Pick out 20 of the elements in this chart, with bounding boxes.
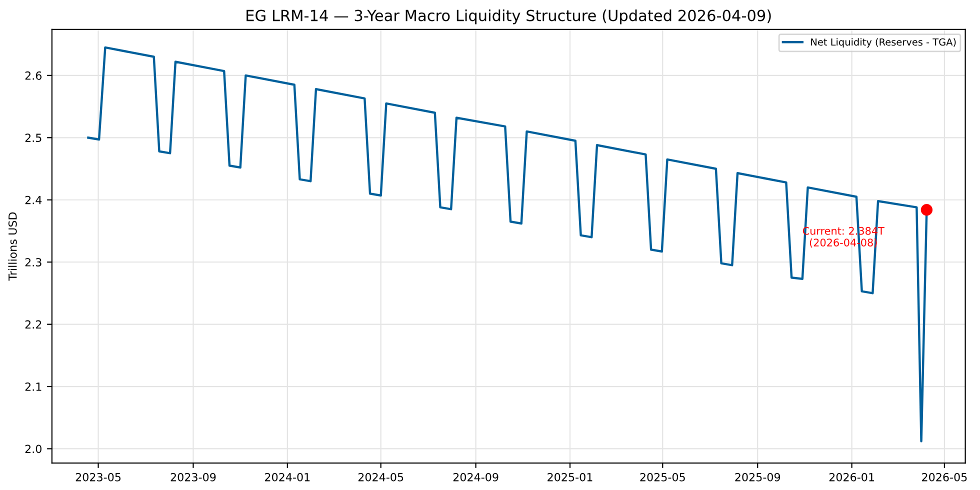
x-tick-label: 2026-01 (829, 472, 874, 482)
y-tick-label: 2.3 (25, 258, 42, 266)
x-tick-label: 2023-05 (76, 472, 121, 482)
x-tick-label: 2025-05 (640, 472, 685, 482)
y-tick-label: 2.4 (25, 196, 42, 204)
x-tick-label: 2025-01 (548, 472, 592, 482)
y-tick-label: 2.0 (25, 444, 42, 454)
y-tick-label: 2.1 (25, 382, 42, 391)
x-tick-label: 2023-09 (170, 472, 216, 482)
x-tick-label: 2024-05 (358, 472, 404, 482)
x-tick-label: 2025-09 (735, 472, 780, 482)
x-tick-label: 2026-05 (922, 472, 967, 482)
y-tick-label: 2.6 (25, 71, 42, 80)
x-tick-label: 2024-09 (453, 472, 498, 482)
y-axis-title: Trillions USD (8, 212, 17, 281)
y-tick-label: 2.5 (25, 134, 42, 142)
legend-label: Net Liquidity (Reserves - TGA) (811, 38, 956, 48)
chart-title: EG LRM-14 — 3-Year Macro Liquidity Structure (Updated 2026-04-09) (246, 9, 771, 24)
y-tick-label: 2.2 (25, 320, 42, 329)
x-tick-label: 2024-01 (265, 472, 310, 482)
